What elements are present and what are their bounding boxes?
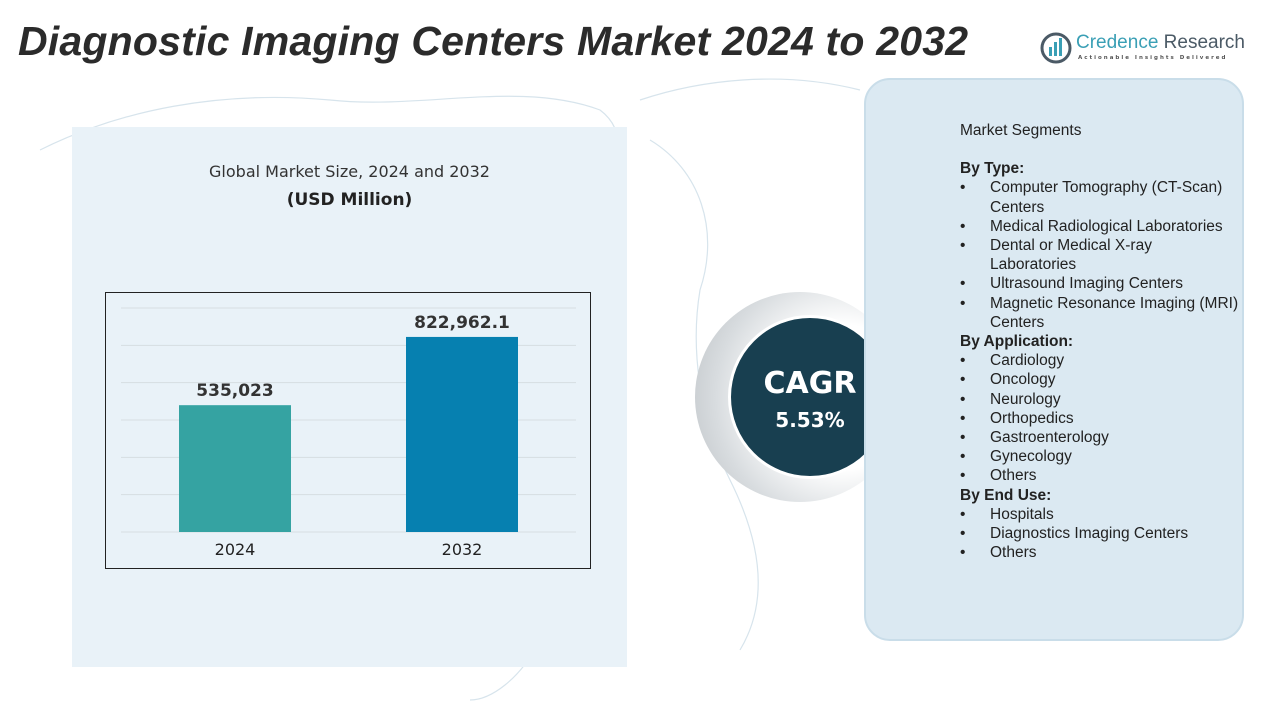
segment-item: Ultrasound Imaging Centers [960, 274, 1240, 293]
market-size-panel [72, 127, 627, 667]
chart-title: Global Market Size, 2024 and 2032 [209, 162, 490, 181]
segment-item: Dental or Medical X-ray Laboratories [960, 236, 1240, 274]
chart-subtitle: (USD Million) [286, 190, 413, 210]
segment-group-label: By Application: [960, 333, 1074, 351]
logo-bars-icon [1040, 32, 1072, 64]
segment-item: Others [960, 543, 1240, 562]
segment-item: Diagnostics Imaging Centers [960, 524, 1240, 543]
page-title: Diagnostic Imaging Centers Market 2024 t… [18, 18, 969, 64]
segment-item: Cardiology [960, 351, 1240, 370]
bar-2032 [406, 336, 518, 532]
x-tick-label: 2032 [442, 540, 483, 559]
cagr-value: 5.53% [775, 408, 845, 432]
bar-chart: 535,023 2024 822,962.1 2032 [105, 292, 591, 569]
segment-item: Gastroenterology [960, 428, 1240, 447]
market-segments-list: Market Segments By Type:Computer Tomogra… [960, 121, 1240, 563]
segment-group-label: By Type: [960, 160, 1025, 178]
credence-research-logo: Credence Research Actionable Insights De… [1040, 30, 1255, 66]
bar-chart-svg: 535,023 2024 822,962.1 2032 [121, 307, 576, 559]
data-label: 822,962.1 [414, 313, 510, 333]
logo-name: Credence Research [1076, 32, 1245, 53]
cagr-label: CAGR [763, 366, 857, 401]
segment-item: Magnetic Resonance Imaging (MRI) Centers [960, 294, 1240, 332]
segment-item: Others [960, 466, 1240, 485]
segment-item: Gynecology [960, 447, 1240, 466]
segment-item: Computer Tomography (CT-Scan) Centers [960, 178, 1240, 216]
x-tick-label: 2024 [215, 540, 256, 559]
segments-heading: Market Segments [960, 122, 1082, 139]
segment-group-label: By End Use: [960, 486, 1052, 504]
logo-tagline: Actionable Insights Delivered [1078, 55, 1228, 61]
segment-item: Medical Radiological Laboratories [960, 217, 1240, 236]
segment-item: Oncology [960, 370, 1240, 389]
data-label: 535,023 [196, 381, 273, 401]
segment-item: Hospitals [960, 505, 1240, 524]
segment-item: Neurology [960, 390, 1240, 409]
bar-2024 [179, 405, 291, 532]
segment-item: Orthopedics [960, 409, 1240, 428]
